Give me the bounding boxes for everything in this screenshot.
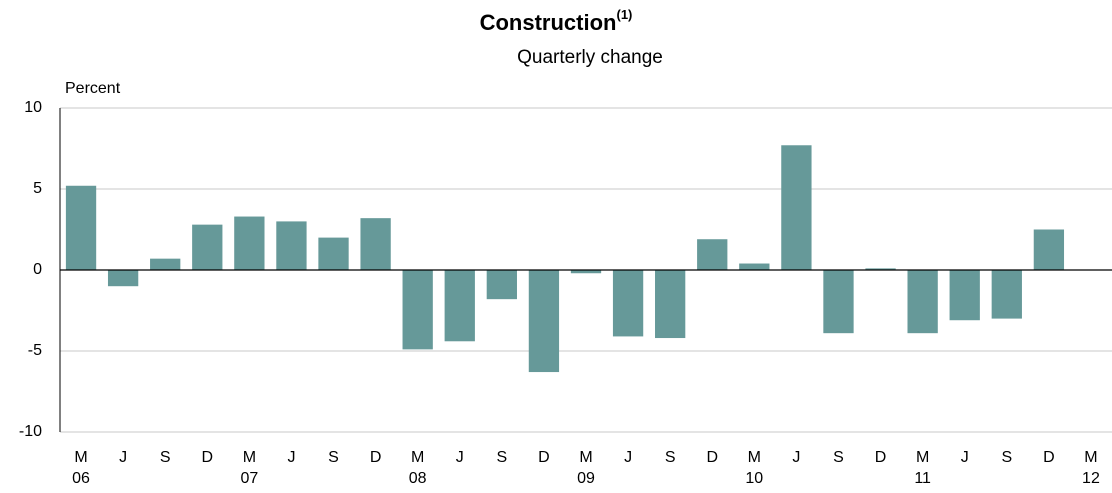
x-tick-label: J xyxy=(456,449,464,466)
bar xyxy=(402,270,433,350)
bar xyxy=(65,185,97,270)
bar xyxy=(1033,229,1065,270)
x-tick-label: S xyxy=(833,449,844,466)
bar xyxy=(528,270,560,373)
bar xyxy=(612,270,644,337)
bar xyxy=(865,268,896,270)
x-year-label: 12 xyxy=(1082,470,1100,487)
bar xyxy=(486,270,517,300)
x-tick-label: D xyxy=(538,449,550,466)
x-tick-label: J xyxy=(287,449,295,466)
x-year-label: 08 xyxy=(409,470,427,487)
x-tick-label: S xyxy=(328,449,339,466)
bar xyxy=(444,270,475,342)
x-year-label: 09 xyxy=(577,470,595,487)
x-tick-label: D xyxy=(1043,449,1055,466)
x-tick-label: M xyxy=(243,449,256,466)
x-tick-label: M xyxy=(748,449,761,466)
x-tick-label: S xyxy=(1001,449,1012,466)
x-year-label: 10 xyxy=(745,470,763,487)
y-tick-label: -10 xyxy=(19,423,42,440)
x-tick-label: M xyxy=(74,449,87,466)
bar xyxy=(697,239,728,270)
bar xyxy=(107,270,139,287)
bar xyxy=(991,270,1022,319)
x-tick-label: J xyxy=(119,449,127,466)
x-tick-label: D xyxy=(875,449,887,466)
bar xyxy=(823,270,854,334)
x-tick-label: D xyxy=(706,449,718,466)
y-tick-label: 5 xyxy=(33,180,42,197)
bar xyxy=(318,237,349,270)
bar xyxy=(192,224,223,270)
y-tick-label: 0 xyxy=(33,261,42,278)
x-tick-label: M xyxy=(916,449,929,466)
bar xyxy=(655,270,686,339)
bar xyxy=(949,270,980,321)
bar xyxy=(570,270,602,274)
x-tick-label: S xyxy=(497,449,508,466)
bar xyxy=(907,270,938,334)
y-axis-label: Percent xyxy=(65,80,121,97)
bar xyxy=(781,145,812,270)
x-tick-label: S xyxy=(665,449,676,466)
bar xyxy=(150,258,181,270)
x-tick-label: M xyxy=(411,449,424,466)
x-tick-label: M xyxy=(579,449,592,466)
x-tick-label: J xyxy=(961,449,969,466)
bar xyxy=(234,216,265,270)
x-tick-label: S xyxy=(160,449,171,466)
bar xyxy=(276,221,307,270)
y-tick-label: -5 xyxy=(28,342,42,359)
x-tick-label: M xyxy=(1084,449,1097,466)
bar xyxy=(360,218,391,270)
x-tick-label: J xyxy=(624,449,632,466)
x-tick-label: D xyxy=(201,449,213,466)
x-year-label: 06 xyxy=(72,470,90,487)
bar xyxy=(739,263,770,270)
x-year-label: 11 xyxy=(914,470,931,487)
title-text: Construction xyxy=(480,10,617,35)
y-tick-label: 10 xyxy=(24,99,42,116)
x-tick-label: J xyxy=(792,449,800,466)
title-note: (1) xyxy=(617,7,633,22)
x-year-label: 07 xyxy=(240,470,258,487)
chart-title: Construction(1) xyxy=(480,7,633,34)
x-tick-label: D xyxy=(370,449,382,466)
subtitle: Quarterly change xyxy=(517,47,663,68)
